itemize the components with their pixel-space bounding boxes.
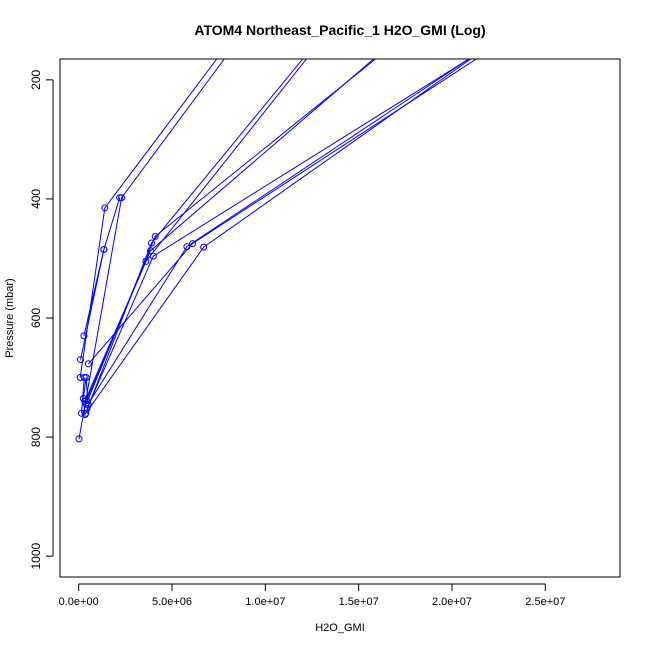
x-axis: 0.0e+00 5.0e+06 1.0e+07 1.5e+07 2.0e+07 2.5e+… (59, 583, 565, 608)
series-line (85, 59, 471, 414)
series-line (88, 59, 477, 365)
data-point (149, 252, 157, 260)
data-point (84, 360, 92, 368)
x-tick-label: 0.0e+00 (59, 596, 99, 608)
series-layer (75, 59, 477, 443)
data-point (200, 243, 208, 251)
series-line (84, 59, 304, 415)
data-point (147, 247, 154, 255)
series-line (83, 249, 105, 337)
data-point (80, 332, 88, 340)
series-line (87, 59, 470, 405)
data-point (151, 232, 159, 240)
data-point (118, 194, 126, 202)
data-point (116, 194, 124, 202)
series-line (86, 59, 374, 401)
y-tick-label: 200 (29, 70, 43, 90)
y-tick-label: 1000 (29, 542, 43, 569)
data-point (84, 400, 92, 408)
series-line (82, 377, 89, 405)
data-point (82, 409, 90, 417)
x-tick-label: 1.0e+07 (245, 596, 285, 608)
data-point (77, 356, 84, 364)
data-point (78, 409, 85, 417)
series-line (86, 59, 470, 409)
plot-frame (59, 58, 621, 578)
data-point (100, 246, 108, 253)
x-axis-label: H2O_GMI (315, 622, 365, 634)
y-tick-label: 400 (29, 189, 43, 209)
chart-title: ATOM4 Northeast_Pacific_1 H2O_GMI (Log) (194, 22, 485, 38)
y-axis-label: Pressure (mbar) (4, 278, 16, 357)
y-axis: 200 400 600 800 1000 (29, 70, 54, 570)
data-point (80, 374, 88, 381)
data-point (75, 435, 83, 443)
data-point (101, 204, 109, 212)
data-point (189, 240, 196, 248)
series-line (81, 377, 85, 414)
x-tick-label: 1.5e+07 (339, 596, 379, 608)
y-tick-label: 800 (29, 427, 43, 447)
x-tick-label: 2.0e+07 (432, 596, 472, 608)
y-tick-label: 600 (29, 308, 43, 328)
series-line (79, 59, 218, 378)
x-tick-label: 5.0e+06 (152, 596, 192, 608)
x-tick-label: 2.5e+07 (525, 596, 565, 608)
